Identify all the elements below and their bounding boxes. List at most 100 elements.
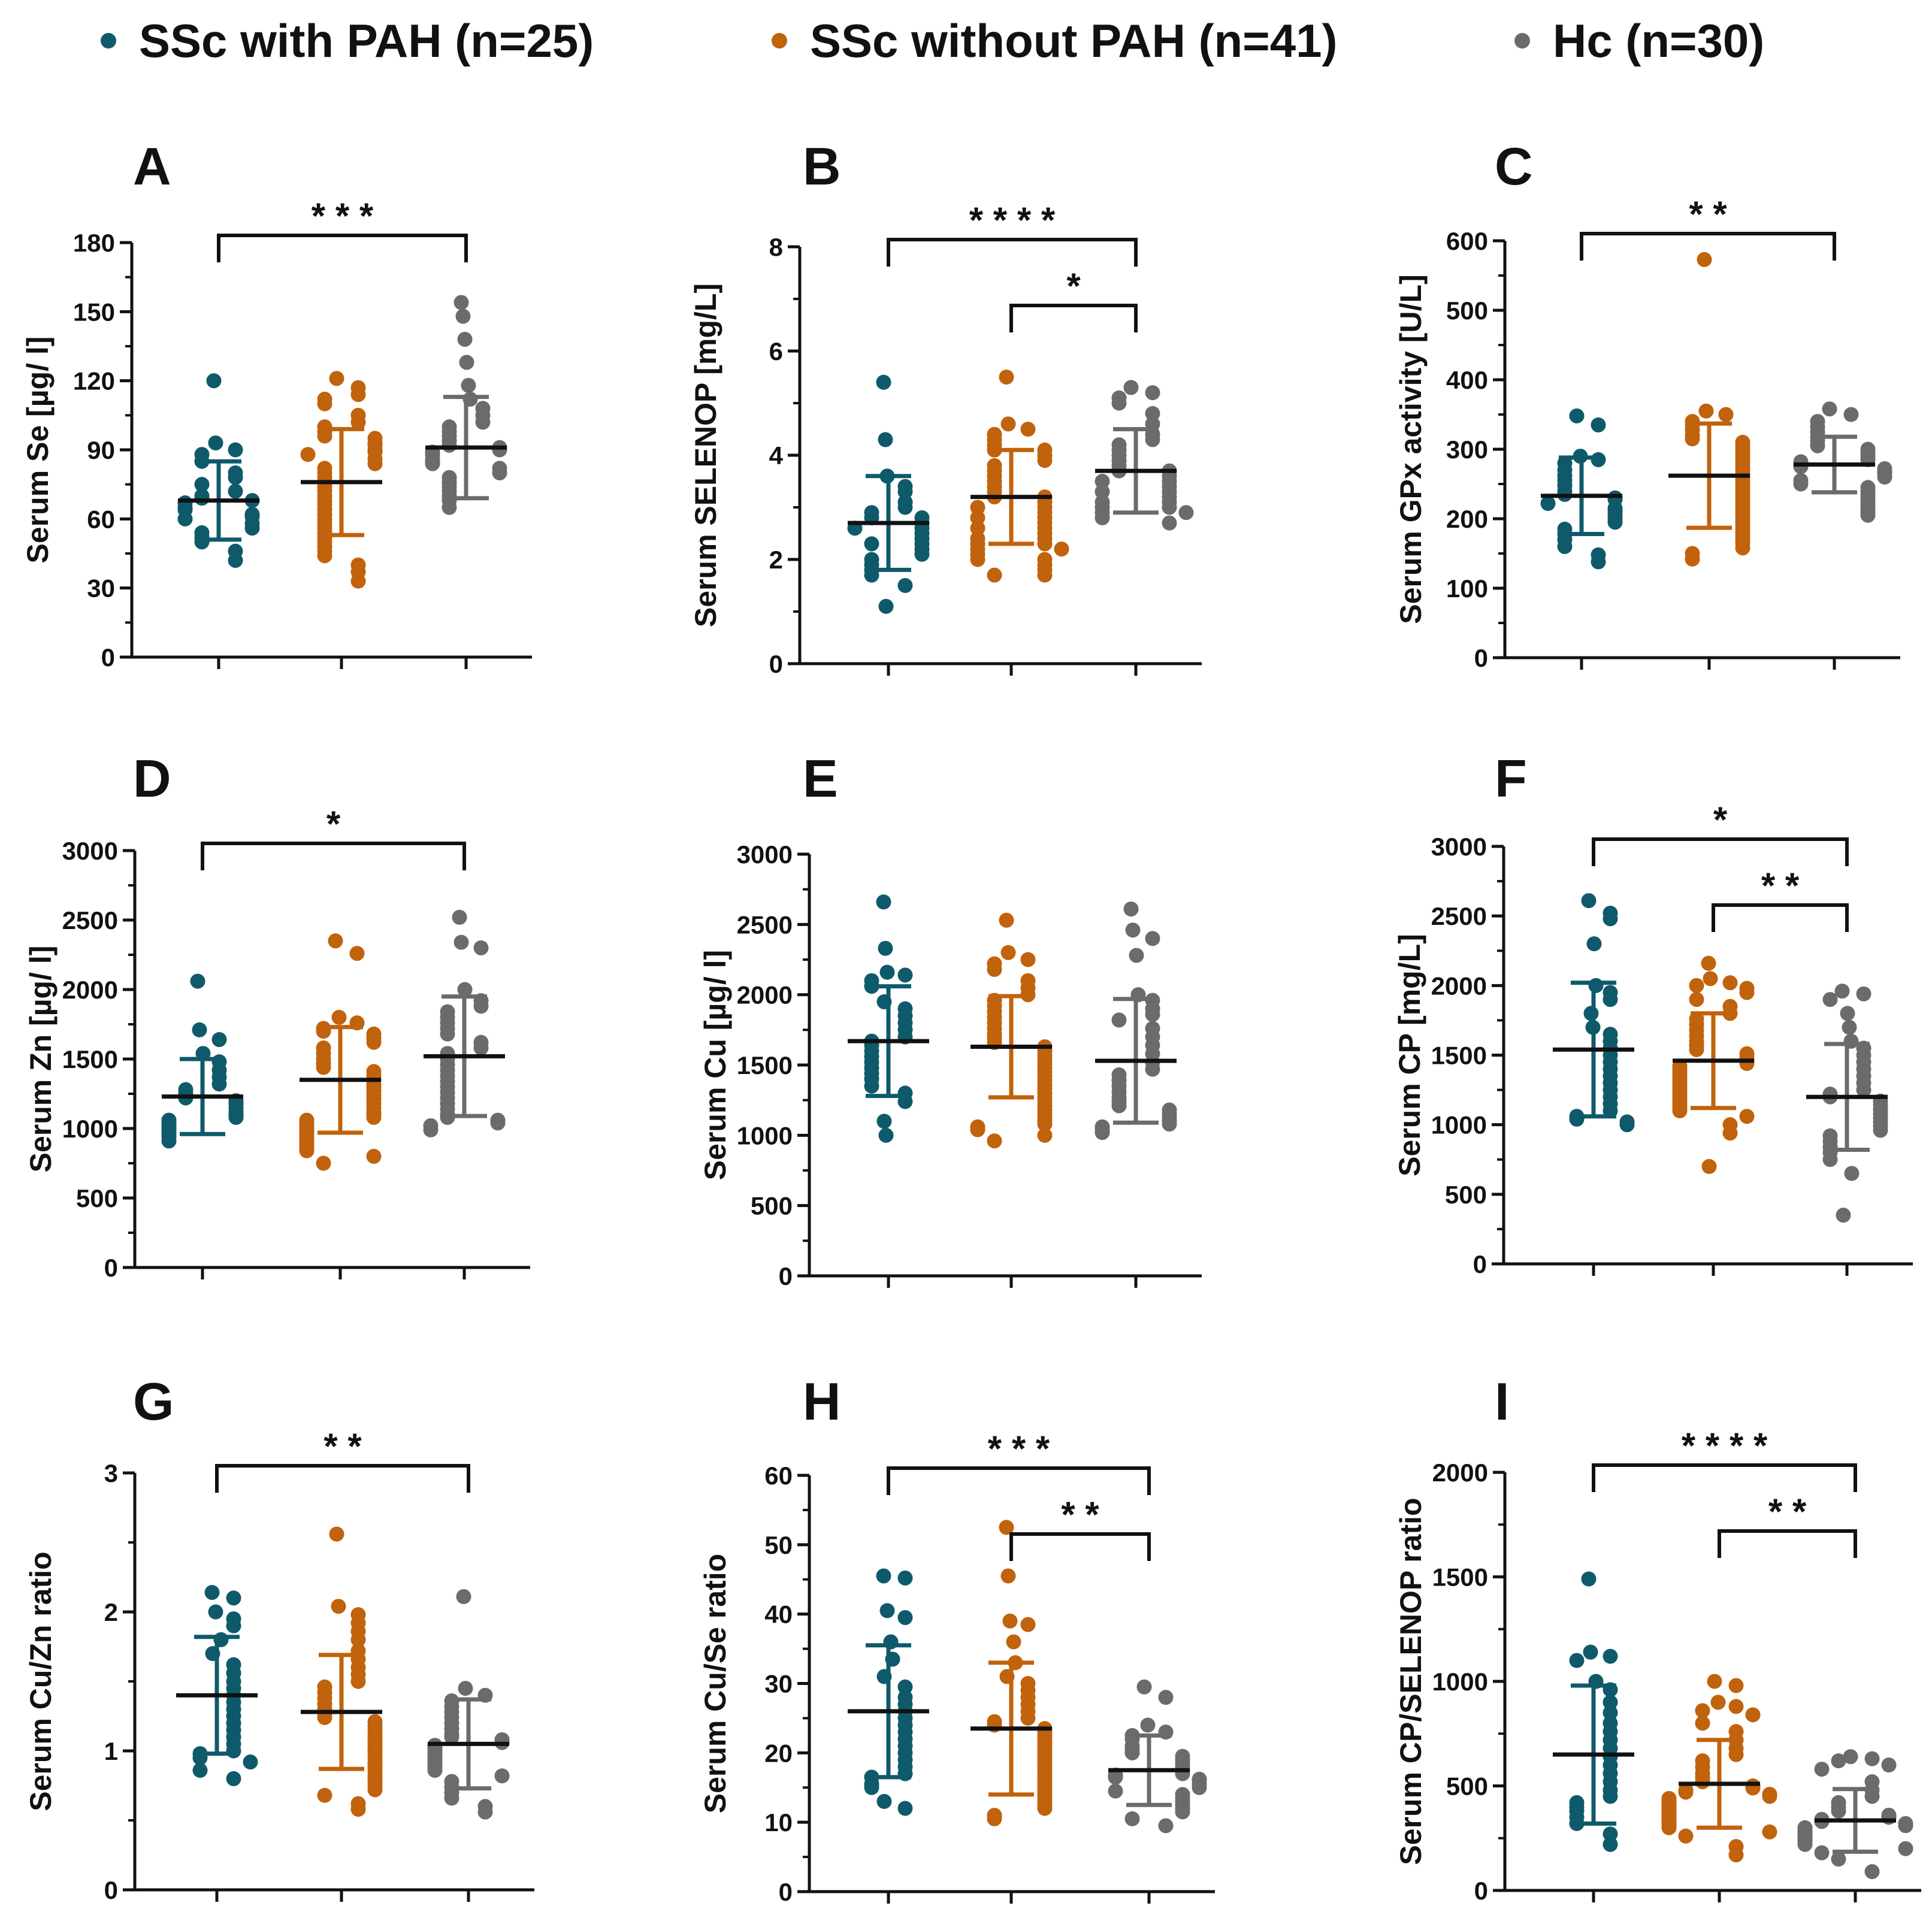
data-point-f <box>1581 893 1597 909</box>
data-point-b <box>1095 474 1110 489</box>
data-point-g <box>444 1790 459 1806</box>
data-point-e <box>1037 1117 1053 1132</box>
data-point-e <box>1129 948 1144 963</box>
data-point-c <box>1540 495 1556 511</box>
data-point-g <box>226 1743 241 1759</box>
data-point-b <box>1020 422 1036 437</box>
data-point-b <box>1054 541 1069 557</box>
data-point-g <box>350 1801 366 1817</box>
data-point-i <box>1581 1571 1597 1587</box>
data-point-h <box>897 1610 913 1625</box>
data-point-f <box>1840 1006 1855 1021</box>
data-point-b <box>897 578 913 593</box>
y-tick-label-i: 2000 <box>1432 1459 1488 1487</box>
data-point-h <box>1124 1745 1140 1760</box>
data-point-e <box>1111 1098 1127 1114</box>
data-point-b <box>987 567 1002 583</box>
data-point-i <box>1898 1841 1913 1856</box>
y-axis-label-c: Serum GPx activity [U/L] <box>1394 274 1428 624</box>
data-point-h <box>876 1793 892 1809</box>
data-point-b <box>999 370 1014 385</box>
y-tick-label-d: 3000 <box>62 837 118 865</box>
data-point-i <box>1695 1716 1710 1731</box>
significance-label-f: * <box>1713 800 1728 840</box>
data-point-f <box>1856 1082 1871 1098</box>
legend-item-hc: Hc (n=30) <box>1514 11 1764 71</box>
data-point-c <box>1557 538 1573 554</box>
data-point-b <box>1095 510 1110 525</box>
data-point-c <box>1591 417 1606 432</box>
data-point-i <box>1569 1653 1585 1668</box>
data-point-i <box>1864 1751 1880 1766</box>
significance-bracket-i <box>1718 1529 1857 1558</box>
significance-label-c: * * <box>1689 194 1727 234</box>
significance-label-i: * * <box>1768 1492 1807 1532</box>
data-point-e <box>987 1133 1002 1149</box>
data-point-i <box>1881 1757 1897 1773</box>
data-point-h <box>1002 1613 1018 1629</box>
data-point-h <box>1124 1811 1140 1826</box>
data-point-c <box>1685 431 1700 447</box>
legend-label-hc: Hc (n=30) <box>1553 14 1765 67</box>
data-point-e <box>1000 945 1016 960</box>
data-point-a <box>475 415 491 430</box>
data-point-c <box>1843 407 1859 422</box>
significance-bracket-g <box>215 1464 470 1493</box>
data-point-f <box>1844 1166 1860 1181</box>
data-point-c <box>1718 407 1734 422</box>
y-tick-label-h: 60 <box>764 1462 793 1490</box>
y-tick-label-a: 180 <box>73 229 115 257</box>
significance-bracket-c <box>1580 232 1836 261</box>
data-point-e <box>1162 1117 1177 1132</box>
y-tick-label-e: 1500 <box>737 1051 793 1079</box>
data-point-a <box>300 447 316 462</box>
data-point-i <box>1881 1810 1897 1825</box>
data-point-i <box>1603 1705 1618 1720</box>
data-point-c <box>1697 252 1712 267</box>
data-point-d <box>190 973 205 989</box>
data-point-d <box>331 1009 347 1025</box>
data-point-b <box>1145 432 1160 447</box>
data-point-i <box>1710 1695 1726 1710</box>
data-point-i <box>1728 1847 1744 1863</box>
data-point-i <box>1603 1837 1618 1852</box>
data-point-a <box>492 465 507 480</box>
data-point-e <box>864 1078 879 1094</box>
data-point-h <box>1006 1634 1021 1650</box>
data-point-h <box>864 1780 879 1795</box>
data-point-h <box>1108 1769 1123 1785</box>
panel-letter-c: C <box>1495 137 1533 196</box>
y-tick-label-c: 500 <box>1446 297 1488 325</box>
data-point-d <box>328 933 343 949</box>
y-tick-label-i: 1500 <box>1432 1563 1488 1592</box>
data-point-h <box>1158 1690 1174 1705</box>
data-point-b <box>970 510 985 525</box>
data-point-a <box>194 491 210 506</box>
data-point-e <box>876 1114 892 1129</box>
data-point-f <box>1836 1208 1851 1223</box>
data-point-h <box>1000 1568 1016 1584</box>
significance-bracket-f <box>1592 837 1849 866</box>
data-point-g <box>350 1674 366 1689</box>
data-point-h <box>987 1811 1002 1826</box>
data-point-f <box>1689 1042 1704 1057</box>
significance-bracket-b <box>1009 304 1138 332</box>
data-point-i <box>1603 1695 1618 1710</box>
data-point-i <box>1831 1803 1846 1819</box>
data-point-a <box>317 428 332 444</box>
data-point-f <box>1583 1006 1599 1021</box>
data-point-i <box>1745 1707 1761 1723</box>
significance-label-g: * * <box>323 1426 362 1466</box>
y-tick-label-a: 30 <box>87 574 115 603</box>
data-point-i <box>1864 1789 1880 1804</box>
data-point-e <box>1095 1125 1110 1140</box>
panel-letter-d: D <box>133 749 171 808</box>
significance-bracket-f <box>1712 903 1849 932</box>
significance-label-a: * * * <box>312 196 374 236</box>
y-axis-label-a: Serum Se [µg/ l] <box>21 337 55 564</box>
y-axis-label-e: Serum Cu [µg/ l] <box>699 950 732 1180</box>
data-point-i <box>1695 1703 1710 1719</box>
data-point-f <box>1619 1117 1635 1133</box>
data-point-e <box>1037 1127 1053 1143</box>
data-point-i <box>1814 1845 1830 1860</box>
